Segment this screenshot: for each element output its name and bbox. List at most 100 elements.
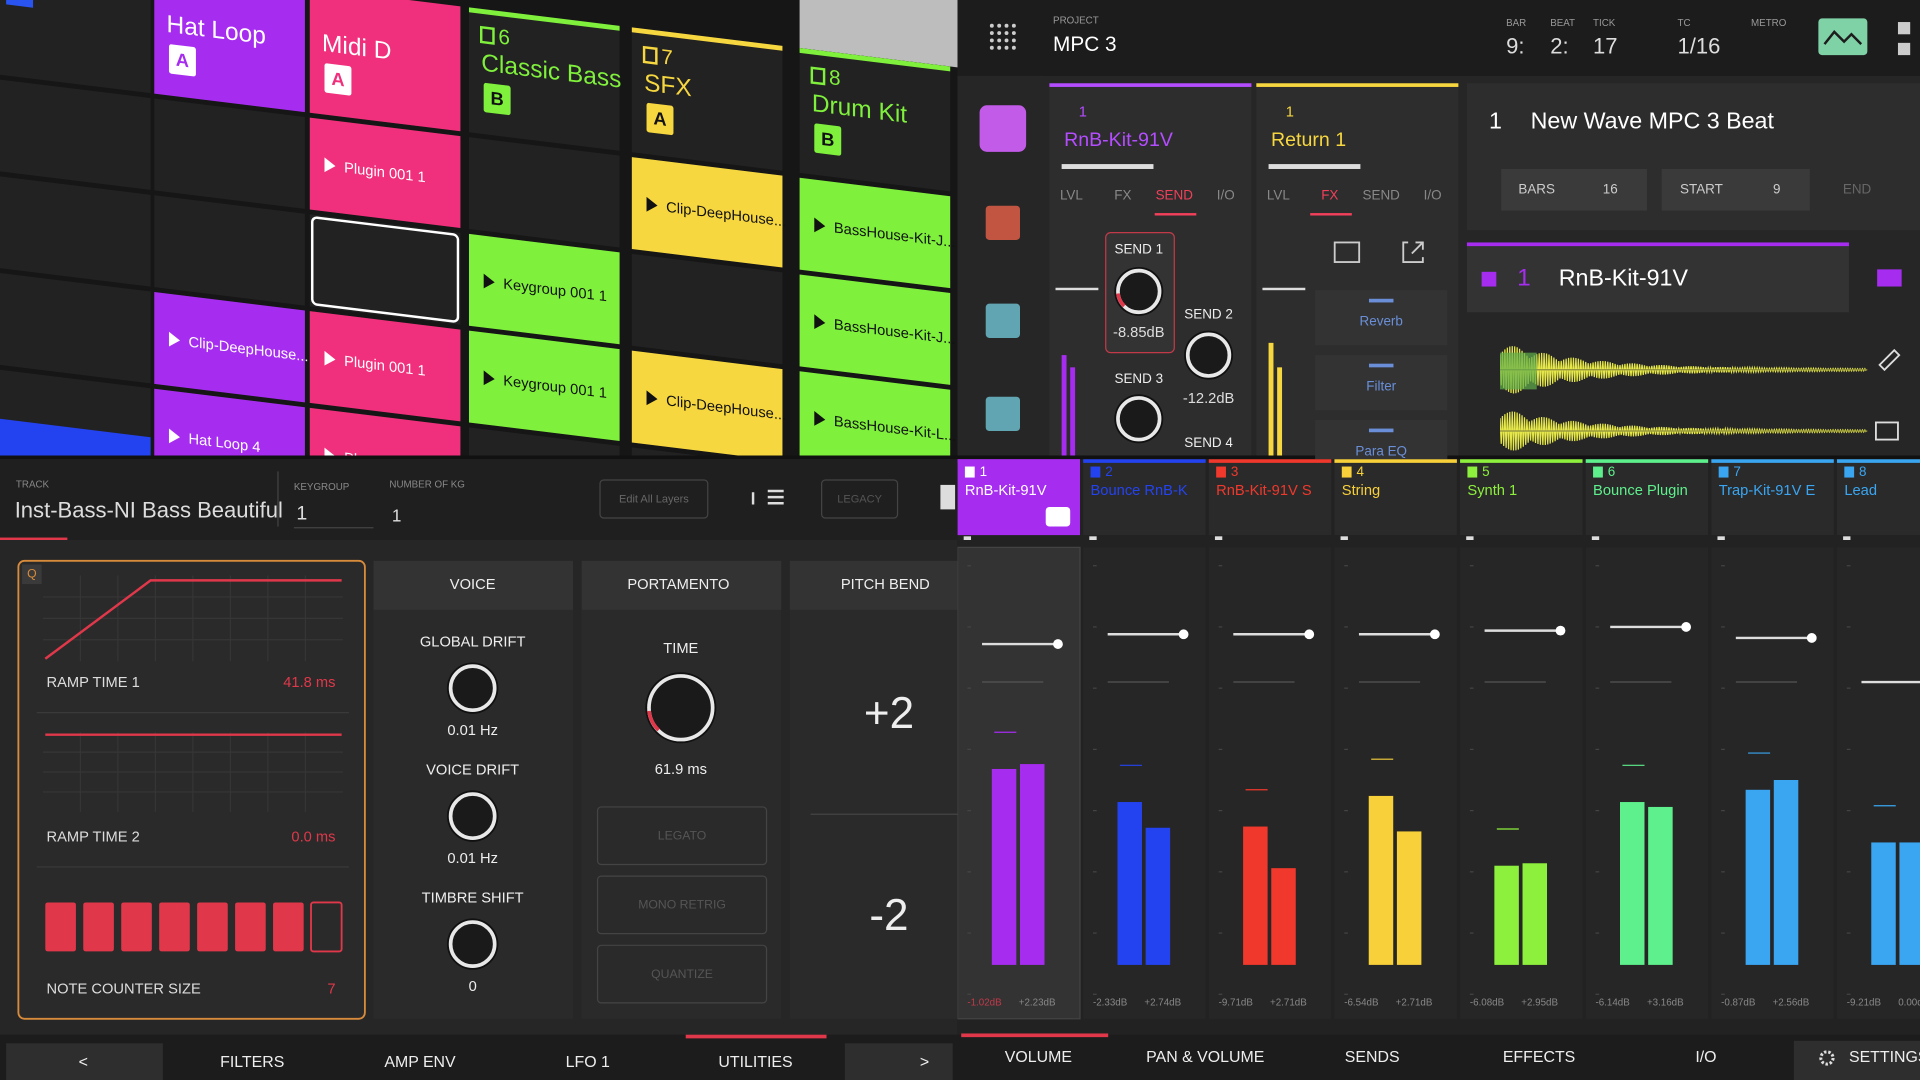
tab[interactable]: > xyxy=(920,1054,929,1071)
label: 5 xyxy=(1482,464,1489,479)
channel-stripe xyxy=(1334,459,1457,463)
channel-icon xyxy=(1090,466,1101,478)
play-icon xyxy=(646,390,658,406)
track-header xyxy=(468,7,620,151)
channel-stripe xyxy=(1208,459,1332,463)
channel-icon xyxy=(1844,466,1855,478)
button-label[interactable]: Edit All Layers xyxy=(619,493,689,505)
clip xyxy=(309,311,461,422)
db-label: -6.54dB xyxy=(1344,997,1379,1008)
tab[interactable]: I/O xyxy=(1695,1049,1716,1066)
tab[interactable]: PAN & VOLUME xyxy=(1146,1049,1264,1066)
channel-body xyxy=(957,546,1081,1020)
label: RAMP TIME 1 xyxy=(47,675,140,691)
field xyxy=(1661,168,1810,211)
db-label: +2.71dB xyxy=(1270,997,1307,1008)
label: 6 xyxy=(1608,464,1615,479)
label: MPC 3 xyxy=(1053,33,1117,56)
fx-name[interactable]: Para EQ xyxy=(1355,443,1407,458)
channel-name: Lead xyxy=(1844,483,1877,499)
settings-label[interactable]: SETTINGS xyxy=(1849,1049,1920,1066)
tab[interactable]: UTILITIES xyxy=(718,1054,792,1071)
track-icon xyxy=(642,45,658,65)
button-label[interactable]: LEGACY xyxy=(837,493,882,505)
clip-slot xyxy=(154,195,305,306)
label: 2: xyxy=(1550,34,1568,59)
indicator xyxy=(1717,536,1725,540)
tab[interactable]: SEND xyxy=(1363,187,1401,202)
menu-icon xyxy=(997,31,1002,36)
tab[interactable]: FX xyxy=(1321,187,1338,202)
meter xyxy=(1620,802,1645,965)
label: RnB-Kit-91V xyxy=(1064,129,1173,151)
badge xyxy=(483,82,511,116)
track-header-stripe xyxy=(631,27,783,51)
indicator xyxy=(1214,536,1223,540)
counter-cell xyxy=(273,902,304,952)
indicator xyxy=(1340,536,1348,540)
clip-slot xyxy=(468,137,620,248)
label: VOICE DRIFT xyxy=(426,763,519,779)
tab[interactable]: LVL xyxy=(1267,187,1290,202)
button xyxy=(599,479,709,519)
tab[interactable]: LVL xyxy=(1060,187,1083,202)
tab[interactable]: I/O xyxy=(1424,187,1442,202)
knob-arc xyxy=(1116,293,1126,308)
button-label[interactable]: MONO RETRIG xyxy=(638,898,726,912)
scrollbar xyxy=(799,0,958,70)
label: 0.01 Hz xyxy=(447,723,498,739)
meter xyxy=(1522,863,1548,965)
tab[interactable]: SEND xyxy=(1156,187,1194,202)
label: +2 xyxy=(864,689,914,738)
meter xyxy=(1871,842,1896,965)
tab[interactable]: FX xyxy=(1114,187,1131,202)
label: 41.8 ms xyxy=(283,675,335,691)
tab[interactable]: LFO 1 xyxy=(566,1054,610,1071)
tab[interactable]: AMP ENV xyxy=(384,1054,456,1071)
channel-header xyxy=(1334,459,1457,536)
menu-icon xyxy=(997,45,1002,50)
clip-slot xyxy=(0,273,151,384)
indicator xyxy=(1089,536,1097,540)
channel-icon xyxy=(964,466,975,478)
tab[interactable]: FILTERS xyxy=(220,1054,284,1071)
db-label: -6.08dB xyxy=(1470,997,1505,1008)
button-label[interactable]: QUANTIZE xyxy=(651,967,713,981)
counter-cell xyxy=(159,902,190,952)
tab[interactable]: SENDS xyxy=(1345,1049,1400,1066)
channel-header xyxy=(1585,459,1709,536)
channel-icon xyxy=(1467,466,1478,478)
tab[interactable]: I/O xyxy=(1217,187,1235,202)
channel-name: Bounce Plugin xyxy=(1593,483,1688,499)
column-header xyxy=(789,560,958,610)
label: VOICE xyxy=(450,577,496,593)
button-label[interactable]: LEGATO xyxy=(658,829,707,843)
label: SEND 3 xyxy=(1114,371,1163,386)
track-row xyxy=(1466,242,1849,313)
fx-name[interactable]: Filter xyxy=(1366,379,1396,394)
nav-button xyxy=(844,1043,953,1080)
channel-body xyxy=(1711,547,1834,1019)
db-label: +2.74dB xyxy=(1144,997,1181,1008)
channel-stripe xyxy=(1836,459,1920,463)
label: 1/16 xyxy=(1678,34,1721,59)
gear-icon xyxy=(1819,1050,1835,1066)
menu-icon xyxy=(1011,31,1016,36)
channel-body xyxy=(1334,547,1457,1019)
tab[interactable]: VOLUME xyxy=(1005,1049,1072,1066)
tab[interactable]: EFFECTS xyxy=(1503,1049,1575,1066)
track-name: SFX xyxy=(644,70,692,103)
top-bar xyxy=(957,0,1920,76)
field xyxy=(1501,168,1647,211)
play-icon xyxy=(168,428,180,444)
fx-name[interactable]: Reverb xyxy=(1360,314,1403,329)
tab[interactable]: < xyxy=(79,1054,88,1071)
label: 61.9 ms xyxy=(655,762,707,778)
meter xyxy=(1061,355,1067,456)
nav-icon xyxy=(985,396,1020,432)
label: 9 xyxy=(1773,181,1780,196)
label: KEYGROUP xyxy=(294,482,350,493)
marker xyxy=(1500,352,1537,390)
meter xyxy=(991,768,1017,965)
